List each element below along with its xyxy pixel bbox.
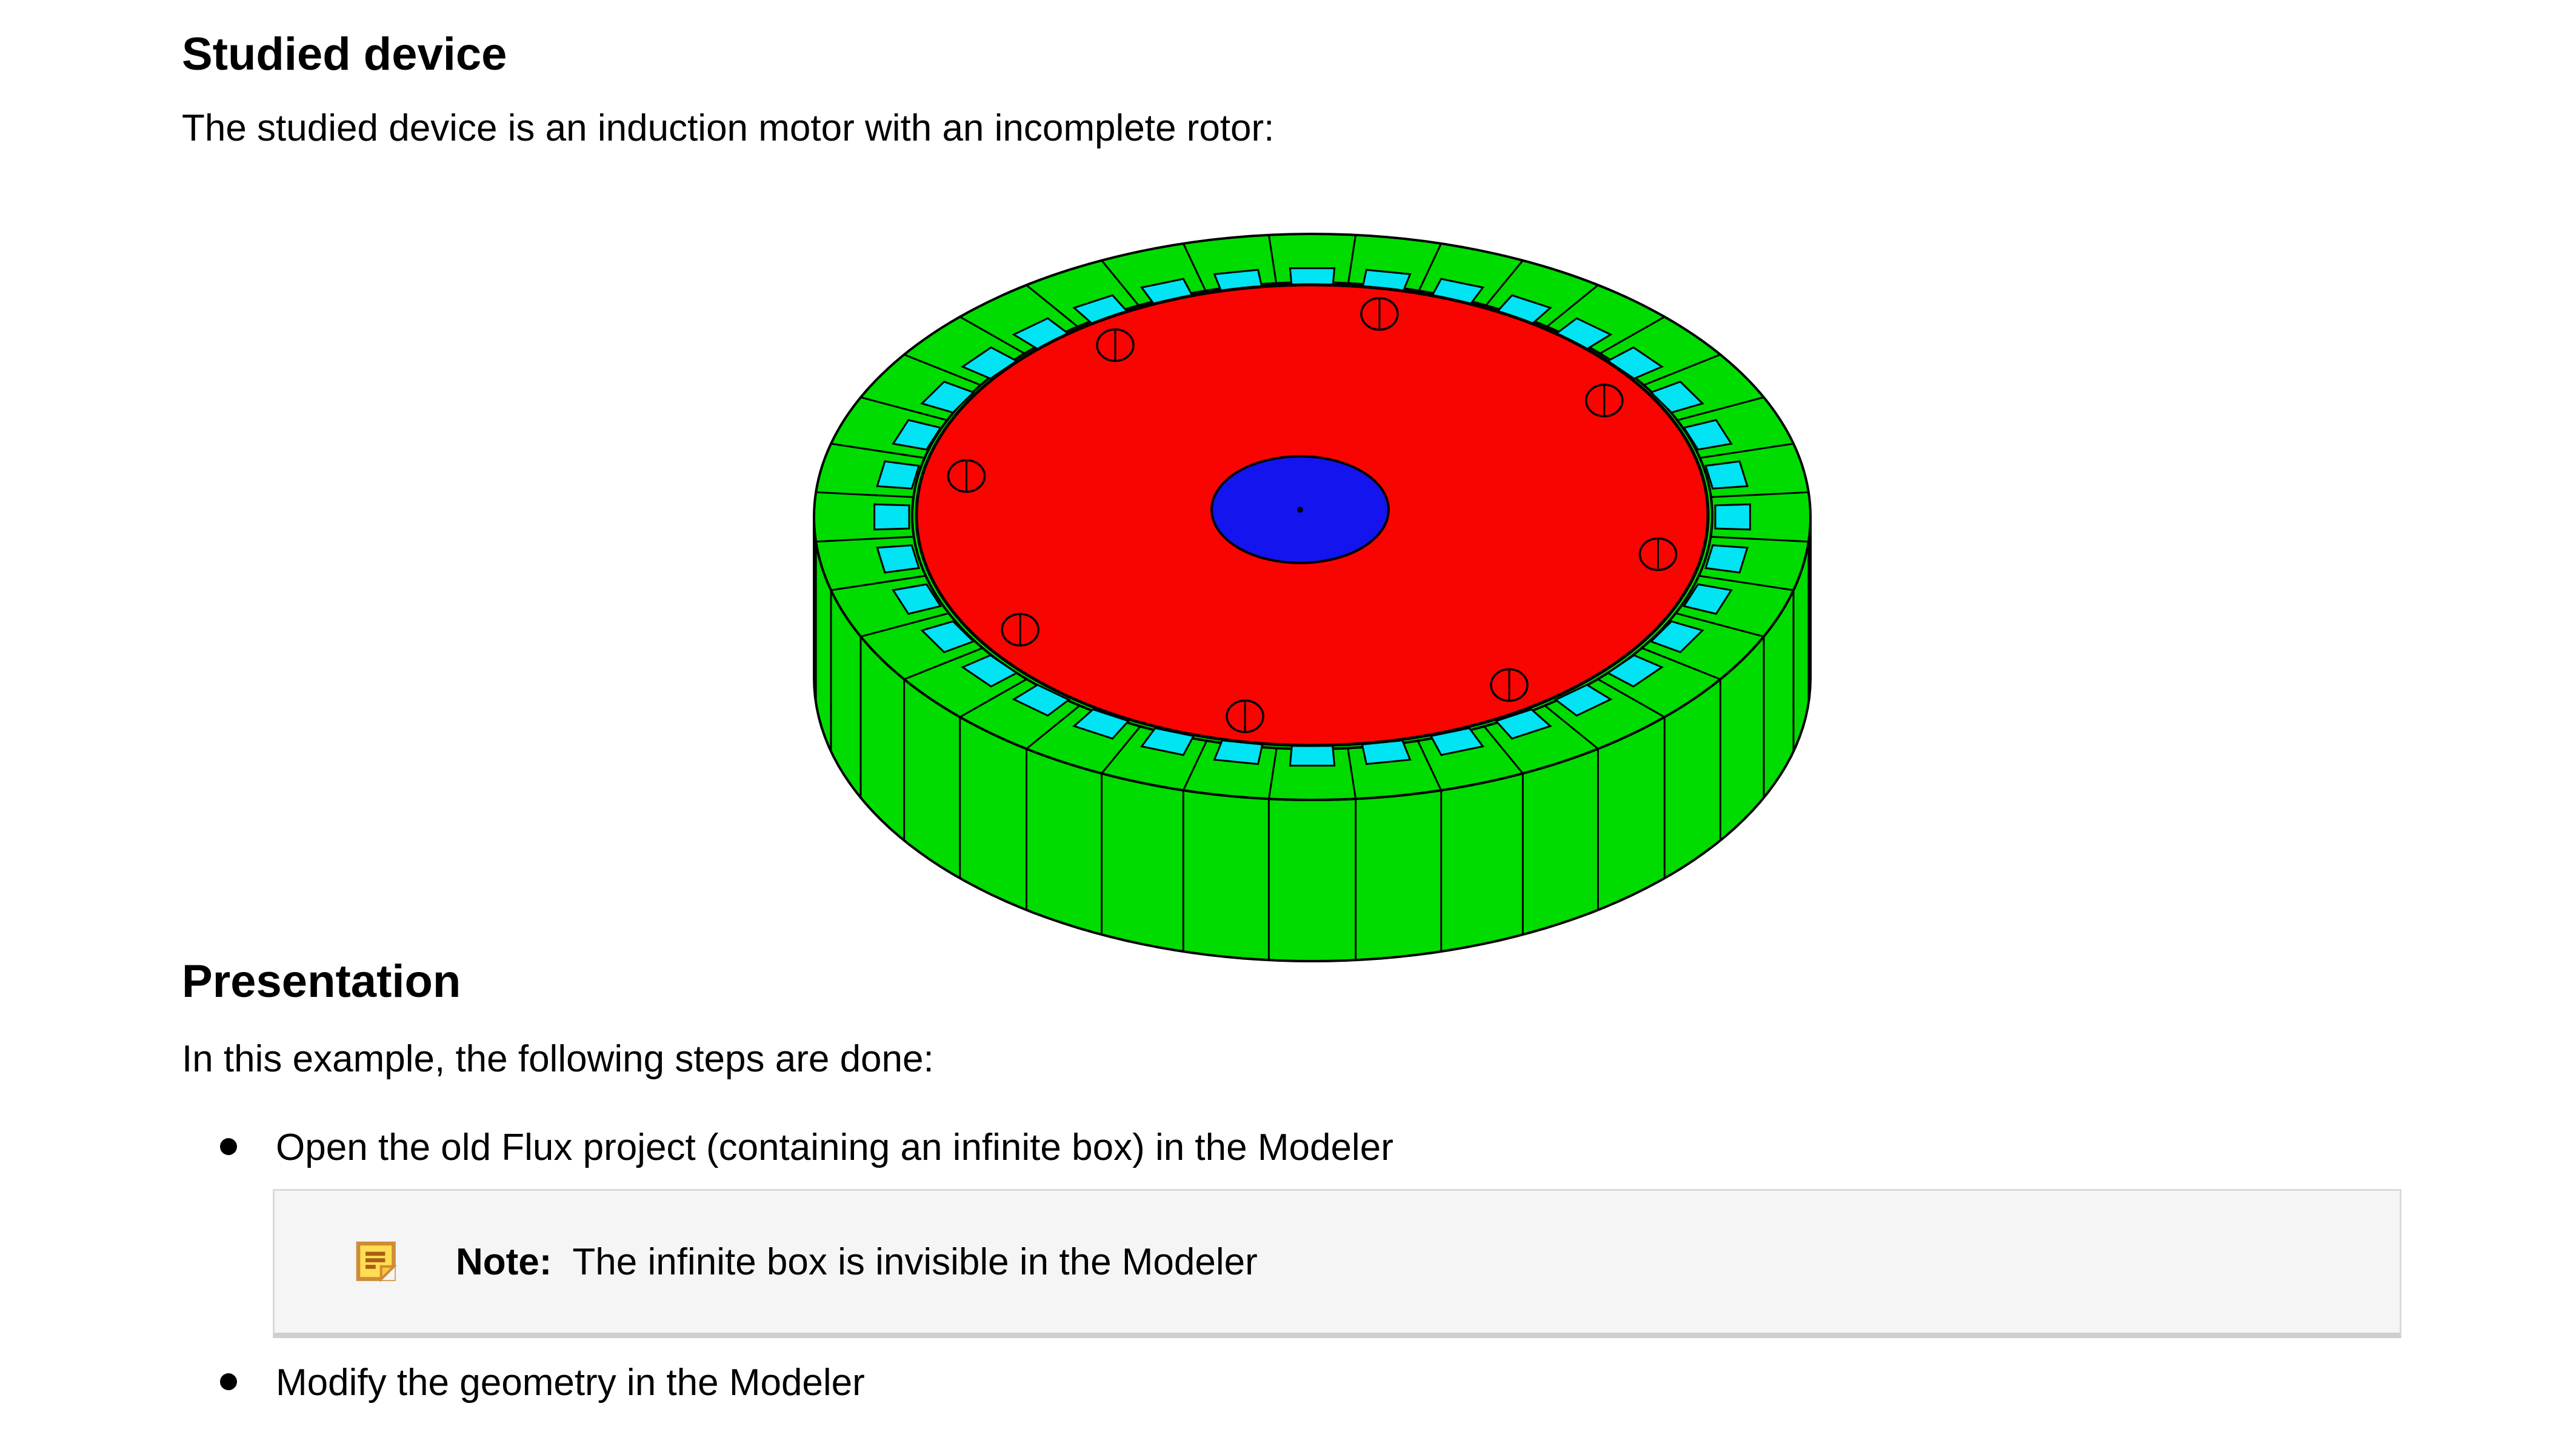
bullet-text-modify-geometry: Modify the geometry in the Modeler <box>276 1362 865 1404</box>
note-text: The infinite box is invisible in the Mod… <box>572 1241 1258 1283</box>
stator-side-wall <box>813 516 1812 963</box>
list-item: Open the old Flux project (containing an… <box>220 1126 1393 1169</box>
list-item: Modify the geometry in the Modeler <box>220 1361 865 1404</box>
rotor-holes <box>947 297 1678 733</box>
bullet-text-open-project: Open the old Flux project (containing an… <box>276 1127 1393 1168</box>
bullet-marker <box>220 1138 237 1155</box>
presentation-intro: In this example, the following steps are… <box>182 1038 934 1080</box>
shaft <box>1210 455 1390 564</box>
motor-svg <box>813 233 1812 963</box>
studied-device-heading: Studied device <box>182 28 507 80</box>
note-label: Note: <box>456 1241 552 1283</box>
bullet-marker <box>220 1373 237 1390</box>
motor-figure <box>800 223 1824 968</box>
note-callout: Note: The infinite box is invisible in t… <box>273 1189 2401 1338</box>
presentation-heading: Presentation <box>182 956 461 1007</box>
sticky-note-icon <box>356 1241 397 1282</box>
studied-device-intro: The studied device is an induction motor… <box>182 107 1275 149</box>
